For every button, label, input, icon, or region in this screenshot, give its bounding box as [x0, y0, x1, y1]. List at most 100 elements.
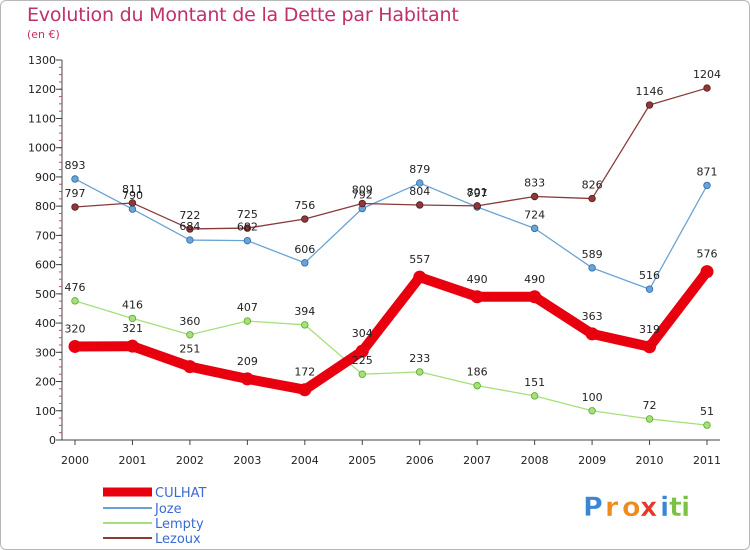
y-tick-label: 1300 [28, 54, 56, 67]
data-point-culhat [240, 372, 254, 386]
data-point-lempty [645, 415, 654, 423]
logo-letter: x [640, 492, 657, 523]
data-point-joze [71, 175, 79, 183]
data-point-lempty [128, 314, 137, 323]
data-point-lempty [473, 381, 481, 390]
data-point-joze [243, 236, 252, 245]
data-point-lezoux [703, 84, 711, 92]
y-tick-label: 0 [49, 434, 56, 447]
data-label-joze: 893 [65, 159, 86, 172]
data-point-culhat [183, 360, 197, 374]
series-layer [68, 84, 714, 429]
y-tick-label: 1000 [28, 142, 56, 155]
data-label-joze: 871 [697, 165, 718, 178]
data-point-lempty [530, 392, 539, 400]
data-label-lezoux: 809 [352, 184, 373, 197]
data-point-lempty [71, 297, 79, 305]
data-point-joze [645, 285, 654, 293]
data-label-joze: 684 [179, 220, 200, 233]
legend-label-culhat: CULHAT [155, 486, 206, 501]
axes: 0 100 200 300 400 500 600 700 800 900 1000 1100 1200… [28, 54, 721, 467]
data-label-lempty: 100 [582, 391, 603, 404]
data-point-joze [128, 205, 137, 213]
data-label-lempty: 186 [467, 366, 488, 379]
data-label-culhat: 319 [639, 323, 660, 336]
legend-label-lempty: Lempty [155, 517, 204, 532]
data-label-culhat: 304 [352, 327, 373, 340]
data-label-lempty: 225 [352, 354, 373, 367]
data-label-culhat: 490 [524, 273, 545, 286]
data-label-lezoux: 1204 [693, 68, 721, 81]
data-label-joze: 589 [582, 248, 603, 261]
data-label-lempty: 360 [179, 315, 200, 328]
data-point-lempty [588, 407, 596, 415]
data-point-joze [703, 181, 711, 190]
y-tick-label: 800 [35, 200, 56, 213]
series-line-joze [74, 178, 708, 290]
y-tick-label: 300 [35, 346, 56, 359]
data-point-culhat [643, 340, 657, 354]
data-point-lezoux [473, 202, 481, 210]
data-label-lempty: 407 [237, 301, 258, 314]
data-label-lezoux: 1146 [636, 85, 664, 98]
data-point-joze [530, 224, 539, 233]
data-label-culhat: 320 [65, 322, 86, 335]
data-label-culhat: 172 [294, 366, 315, 379]
data-point-joze [186, 236, 194, 244]
chart-title: Evolution du Montant de la Dette par Hab… [27, 4, 459, 26]
data-label-lempty: 416 [122, 298, 143, 311]
data-label-culhat: 209 [237, 355, 258, 368]
data-point-lezoux [358, 199, 366, 208]
data-label-lempty: 476 [65, 281, 86, 294]
data-point-lempty [358, 370, 366, 378]
data-point-lezoux [243, 224, 252, 232]
logo-letter: r [605, 492, 619, 523]
series-line-culhat [70, 266, 712, 395]
y-tick-label: 500 [35, 288, 56, 301]
data-label-lempty: 394 [294, 305, 315, 318]
data-point-culhat [413, 270, 427, 284]
data-label-lempty: 233 [409, 352, 430, 365]
data-point-culhat [585, 327, 599, 341]
y-tick-label: 1100 [28, 112, 56, 125]
data-point-lempty [703, 421, 711, 429]
data-point-joze [301, 259, 309, 267]
data-label-joze: 724 [524, 208, 545, 221]
data-label-culhat: 576 [697, 248, 718, 261]
y-tick-label: 400 [35, 317, 56, 330]
data-label-lempty: 72 [643, 399, 657, 412]
series-line-lempty [74, 300, 708, 426]
data-point-lezoux [645, 101, 654, 109]
x-tick-label: 2000 [61, 454, 89, 467]
data-point-culhat [125, 339, 139, 353]
x-tick-label: 2007 [463, 454, 491, 467]
data-label-culhat: 321 [122, 322, 143, 335]
logo-letter: t [669, 492, 682, 523]
data-point-lezoux [416, 201, 424, 209]
data-label-lezoux: 725 [237, 208, 258, 221]
data-label-joze: 792 [352, 188, 373, 201]
data-point-culhat [470, 290, 484, 304]
data-label-joze: 606 [294, 243, 315, 256]
data-label-lezoux: 756 [294, 199, 315, 212]
data-point-lempty [416, 368, 424, 376]
data-label-lezoux: 797 [65, 187, 86, 200]
data-label-lezoux: 833 [524, 177, 545, 190]
logo-letter: o [622, 492, 641, 523]
data-label-culhat: 557 [409, 253, 430, 266]
data-point-lempty [243, 317, 252, 325]
x-tick-label: 2011 [693, 454, 721, 467]
data-label-joze: 516 [639, 269, 660, 282]
data-point-lezoux [530, 192, 539, 201]
data-label-lezoux: 811 [122, 183, 143, 196]
x-tick-label: 2002 [176, 454, 204, 467]
x-tick-label: 2009 [578, 454, 606, 467]
data-label-lezoux: 804 [409, 185, 430, 198]
data-label-joze: 790 [122, 189, 143, 202]
data-label-lempty: 151 [524, 376, 545, 389]
x-tick-label: 2005 [348, 454, 376, 467]
